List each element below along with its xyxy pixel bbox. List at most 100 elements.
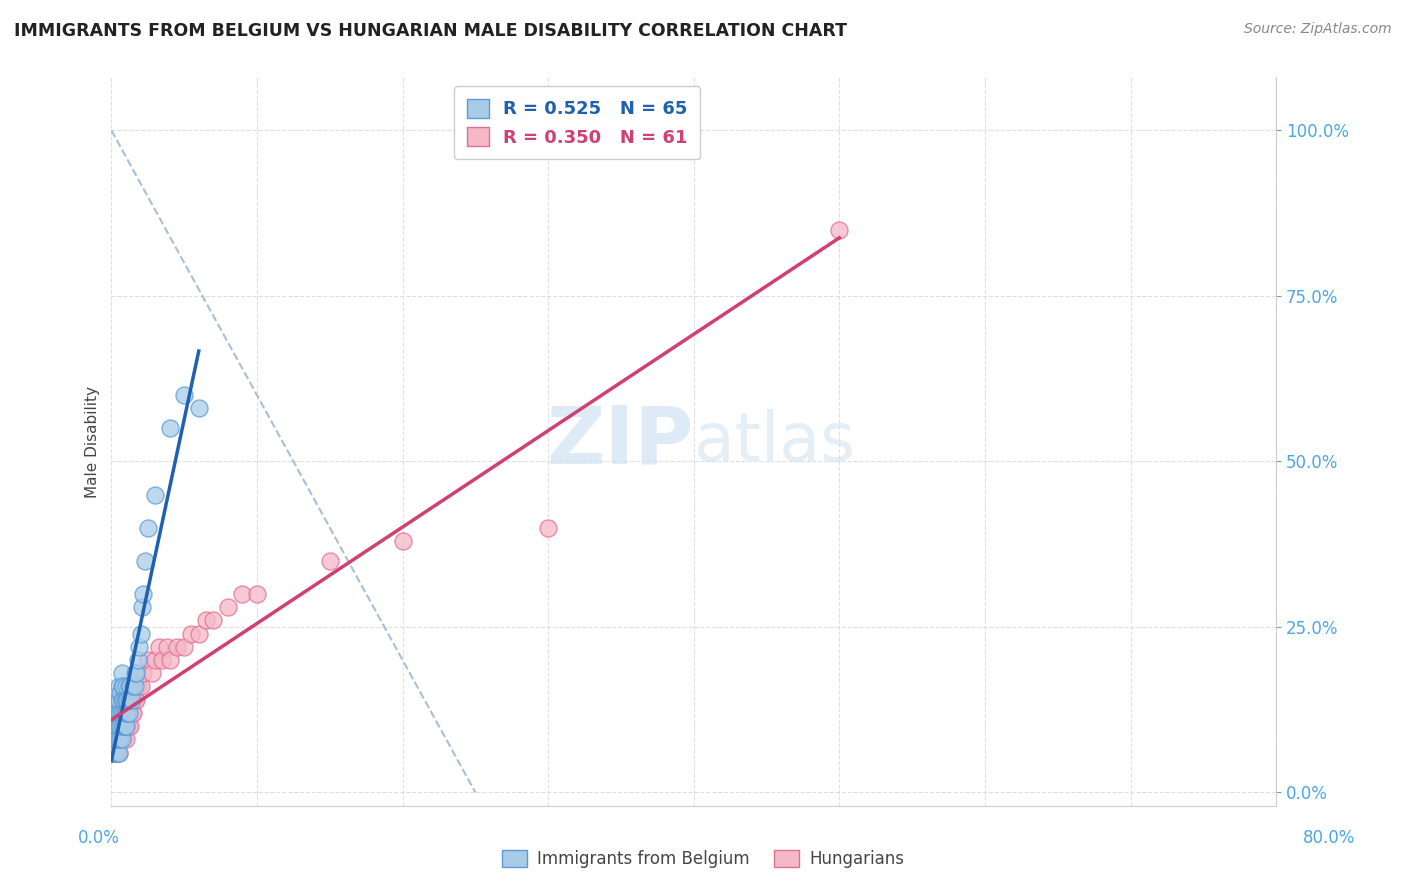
Point <box>125 692 148 706</box>
Point <box>108 706 131 720</box>
Point <box>195 613 218 627</box>
Point <box>134 554 156 568</box>
Point <box>110 719 132 733</box>
Point <box>115 692 138 706</box>
Text: Source: ZipAtlas.com: Source: ZipAtlas.com <box>1244 22 1392 37</box>
Point <box>107 706 129 720</box>
Point <box>108 686 131 700</box>
Point <box>117 692 139 706</box>
Point <box>107 746 129 760</box>
Point <box>118 719 141 733</box>
Point <box>217 600 239 615</box>
Point <box>112 706 135 720</box>
Point <box>110 692 132 706</box>
Point <box>180 626 202 640</box>
Point <box>112 680 135 694</box>
Point <box>166 640 188 654</box>
Point <box>120 692 142 706</box>
Point <box>107 719 129 733</box>
Point <box>118 680 141 694</box>
Point <box>122 706 145 720</box>
Point <box>187 401 209 416</box>
Point <box>105 706 128 720</box>
Point <box>107 732 129 747</box>
Point <box>108 732 131 747</box>
Point <box>136 520 159 534</box>
Point <box>105 732 128 747</box>
Point <box>104 732 127 747</box>
Text: IMMIGRANTS FROM BELGIUM VS HUNGARIAN MALE DISABILITY CORRELATION CHART: IMMIGRANTS FROM BELGIUM VS HUNGARIAN MAL… <box>14 22 846 40</box>
Point <box>107 692 129 706</box>
Point <box>104 719 127 733</box>
Point <box>173 388 195 402</box>
Point <box>231 587 253 601</box>
Y-axis label: Male Disability: Male Disability <box>86 385 100 498</box>
Point <box>110 732 132 747</box>
Point <box>104 732 127 747</box>
Point <box>103 746 125 760</box>
Point <box>115 706 138 720</box>
Point <box>115 732 138 747</box>
Point <box>107 746 129 760</box>
Point <box>105 746 128 760</box>
Point <box>246 587 269 601</box>
Point <box>132 666 155 681</box>
Point <box>127 653 149 667</box>
Point <box>114 706 136 720</box>
Point <box>125 666 148 681</box>
Point <box>121 692 143 706</box>
Point <box>100 732 122 747</box>
Point <box>124 680 146 694</box>
Point <box>136 653 159 667</box>
Text: 80.0%: 80.0% <box>1302 829 1355 847</box>
Point <box>537 520 560 534</box>
Point <box>112 719 135 733</box>
Point <box>105 732 128 747</box>
Point <box>117 706 139 720</box>
Point <box>129 680 152 694</box>
Point <box>110 732 132 747</box>
Point <box>117 719 139 733</box>
Point <box>105 706 128 720</box>
Point <box>187 626 209 640</box>
Point <box>100 732 122 747</box>
Point <box>104 746 127 760</box>
Point <box>118 706 141 720</box>
Point <box>148 640 170 654</box>
Point <box>107 680 129 694</box>
Text: 0.0%: 0.0% <box>77 829 120 847</box>
Point <box>107 719 129 733</box>
Point <box>112 706 135 720</box>
Point <box>105 746 128 760</box>
Point <box>105 692 128 706</box>
Point <box>115 719 138 733</box>
Point <box>107 692 129 706</box>
Point <box>105 719 128 733</box>
Point <box>112 732 135 747</box>
Point <box>103 746 125 760</box>
Point <box>104 746 127 760</box>
Point <box>173 640 195 654</box>
Point <box>129 626 152 640</box>
Point <box>117 692 139 706</box>
Point <box>124 666 146 681</box>
Point <box>120 719 142 733</box>
Point <box>124 692 146 706</box>
Point <box>104 719 127 733</box>
Point <box>128 640 150 654</box>
Point <box>110 692 132 706</box>
Point <box>118 706 141 720</box>
Point <box>143 653 166 667</box>
Point <box>108 719 131 733</box>
Point <box>103 732 125 747</box>
Point <box>108 706 131 720</box>
Point <box>202 613 225 627</box>
Text: atlas: atlas <box>693 409 855 475</box>
Point <box>141 666 163 681</box>
Point <box>110 706 132 720</box>
Point <box>103 719 125 733</box>
Point <box>131 600 153 615</box>
Point <box>110 719 132 733</box>
Text: ZIP: ZIP <box>547 402 693 481</box>
Point <box>127 680 149 694</box>
